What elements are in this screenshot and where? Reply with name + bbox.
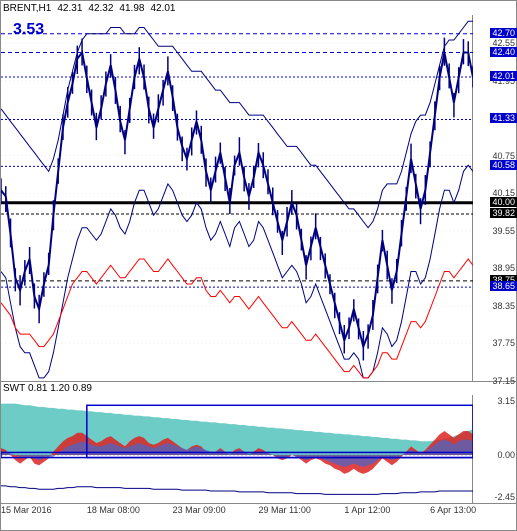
indicator-y-axis: -2.45 0.00 3.15	[473, 395, 517, 503]
level-label: 42.70	[490, 28, 517, 38]
y-tick: 37.15	[492, 376, 515, 386]
ohlc-h: 42.32	[88, 3, 113, 14]
level-label: 42.40	[490, 47, 517, 57]
ohlc-o: 42.31	[57, 3, 82, 14]
level-label: 42.01	[490, 71, 517, 81]
x-tick: 6 Apr 13:00	[430, 505, 516, 517]
indicator-y-tick: 0.00	[497, 450, 515, 460]
indicator-chart[interactable]	[1, 395, 473, 503]
y-tick: 38.95	[492, 263, 515, 273]
chart-container: BRENT,H1 42.31 42.32 41.98 42.01 3.53 37…	[0, 0, 517, 531]
level-label: 40.00	[490, 197, 517, 207]
time-x-axis: 15 Mar 201618 Mar 08:0023 Mar 09:0029 Ma…	[1, 503, 516, 517]
level-label: 39.82	[490, 208, 517, 218]
price-y-axis: 37.1537.7538.3538.9539.5540.1540.7541.35…	[473, 15, 517, 381]
level-label: 38.65	[490, 281, 517, 291]
y-tick: 40.75	[492, 151, 515, 161]
symbol-label: BRENT,H1	[3, 3, 51, 14]
x-tick: 18 Mar 08:00	[87, 505, 173, 517]
y-tick: 37.75	[492, 338, 515, 348]
x-tick: 23 Mar 09:00	[173, 505, 259, 517]
indicator-v2: 1.20	[50, 383, 69, 394]
level-label: 41.33	[490, 113, 517, 123]
y-tick: 38.35	[492, 301, 515, 311]
ohlc-header: BRENT,H1 42.31 42.32 41.98 42.01	[1, 1, 516, 15]
indicator-v1: 0.81	[28, 383, 47, 394]
price-chart-svg	[1, 15, 473, 381]
indicator-y-tick: -2.45	[494, 492, 515, 502]
indicator-chart-svg	[1, 395, 473, 503]
x-tick: 1 Apr 12:00	[344, 505, 430, 517]
indicator-v3: 0.89	[73, 383, 92, 394]
indicator-header: SWT 0.81 1.20 0.89	[1, 381, 516, 395]
price-chart[interactable]: 3.53	[1, 15, 473, 381]
indicator-name: SWT	[3, 383, 25, 394]
y-tick: 39.55	[492, 226, 515, 236]
ohlc-c: 42.01	[150, 3, 175, 14]
ohlc-l: 41.98	[119, 3, 144, 14]
indicator-y-tick: 3.15	[497, 396, 515, 406]
level-label: 40.58	[490, 160, 517, 170]
x-tick: 15 Mar 2016	[1, 505, 87, 517]
x-tick: 29 Mar 11:00	[258, 505, 344, 517]
